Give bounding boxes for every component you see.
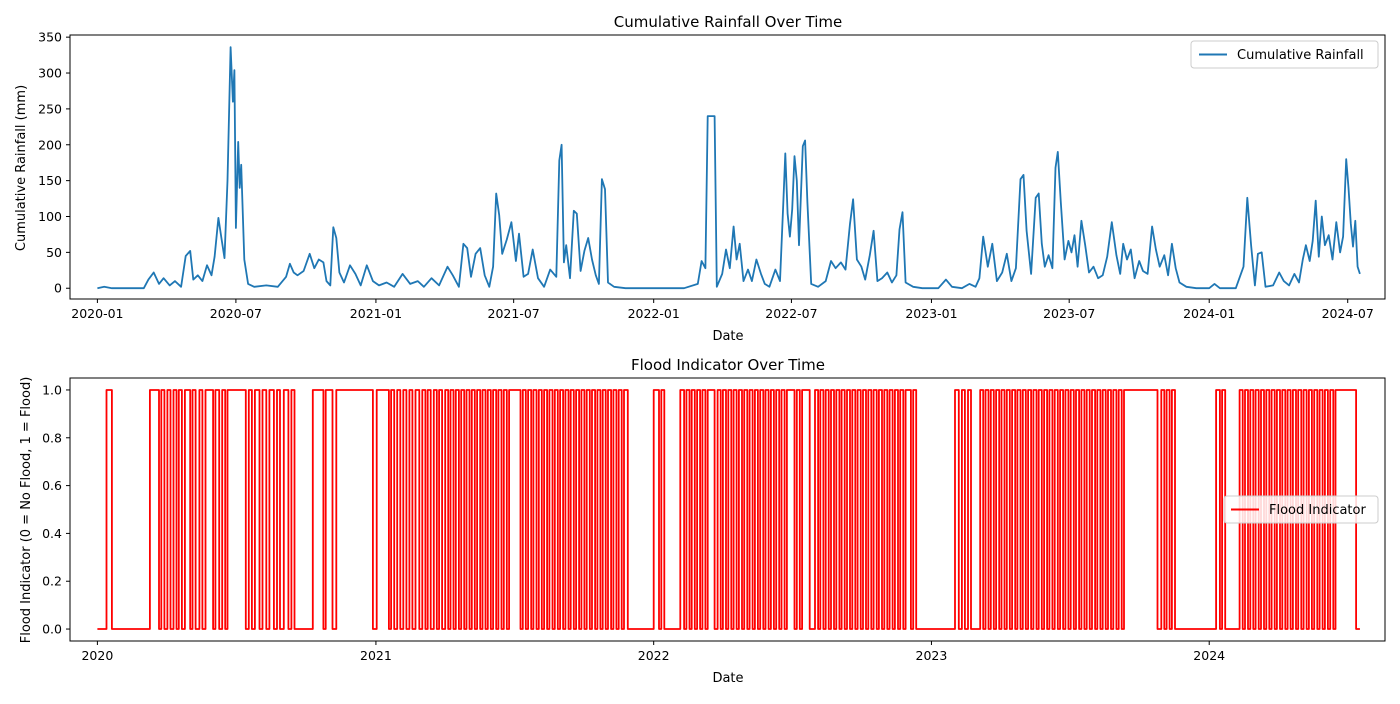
rainfall-x-tick-label: 2020-07: [210, 306, 262, 321]
rainfall-chart: Cumulative Rainfall Over Time Date Cumul…: [14, 13, 1386, 344]
flood-x-tick-label: 2023: [916, 648, 948, 663]
rainfall-x-tick-label: 2023-07: [1043, 306, 1095, 321]
rainfall-x-tick-label: 2020-01: [71, 306, 123, 321]
flood-plot-area: 2020 2021 2022 2023 2024 0.0 0.2 0.4 0.6 0.8 1.0: [42, 377, 1386, 663]
rainfall-x-tick-label: 2024-01: [1183, 306, 1235, 321]
flood-y-tick-label: 1.0: [42, 382, 62, 397]
flood-y-tick-label: 0.8: [42, 430, 62, 445]
flood-legend: Flood Indicator: [1223, 495, 1379, 524]
rainfall-x-axis-label: Date: [712, 329, 743, 344]
rainfall-y-tick-label: 250: [38, 101, 62, 116]
rainfall-x-tick-label: 2023-01: [905, 306, 957, 321]
flood-x-tick-label: 2022: [638, 648, 670, 663]
rainfall-y-axis-label: Cumulative Rainfall (mm): [14, 85, 29, 251]
flood-legend-box: [1223, 495, 1379, 524]
flood-series-line-0: [97, 389, 1360, 630]
flood-chart-title: Flood Indicator Over Time: [631, 356, 825, 374]
flood-chart: Flood Indicator Over Time Date Flood Ind…: [19, 356, 1386, 686]
flood-legend-label: Flood Indicator: [1269, 503, 1366, 518]
rainfall-legend-label: Cumulative Rainfall: [1237, 48, 1364, 63]
rainfall-x-tick-label: 2022-07: [765, 306, 817, 321]
flood-axes-frame: [69, 377, 1386, 642]
rainfall-y-tick-label: 50: [46, 245, 62, 260]
rainfall-legend-box: [1190, 40, 1379, 69]
rainfall-plot-area: 2020-01 2020-07 2021-01 2021-07 2022-01 2022-…: [38, 30, 1386, 321]
flood-x-tick-label: 2024: [1193, 648, 1225, 663]
rainfall-y-tick-label: 200: [38, 137, 62, 152]
rainfall-y-tick-label: 350: [38, 30, 62, 45]
rainfall-x-tick-label: 2024-07: [1322, 306, 1374, 321]
flood-x-tick-label: 2020: [81, 648, 113, 663]
rainfall-y-tick-label: 300: [38, 66, 62, 81]
rainfall-y-tick-label: 100: [38, 209, 62, 224]
rainfall-legend: Cumulative Rainfall: [1190, 40, 1379, 69]
flood-x-tick-label: 2021: [360, 648, 392, 663]
rainfall-chart-title: Cumulative Rainfall Over Time: [614, 13, 842, 31]
rainfall-y-tick-label: 150: [38, 173, 62, 188]
flood-y-tick-label: 0.2: [42, 574, 62, 589]
rainfall-x-tick-label: 2022-01: [628, 306, 680, 321]
flood-x-axis-label: Date: [712, 671, 743, 686]
rainfall-series-line-0: [97, 46, 1361, 290]
flood-y-tick-label: 0.6: [42, 478, 62, 493]
rainfall-x-tick-label: 2021-01: [350, 306, 402, 321]
flood-y-tick-label: 0.0: [42, 622, 62, 637]
flood-y-axis-label: Flood Indicator (0 = No Flood, 1 = Flood…: [19, 377, 34, 644]
rainfall-axes-frame: [69, 34, 1386, 300]
rainfall-x-tick-label: 2021-07: [488, 306, 540, 321]
rainfall-y-tick-label: 0: [54, 281, 62, 296]
flood-y-tick-label: 0.4: [42, 526, 62, 541]
